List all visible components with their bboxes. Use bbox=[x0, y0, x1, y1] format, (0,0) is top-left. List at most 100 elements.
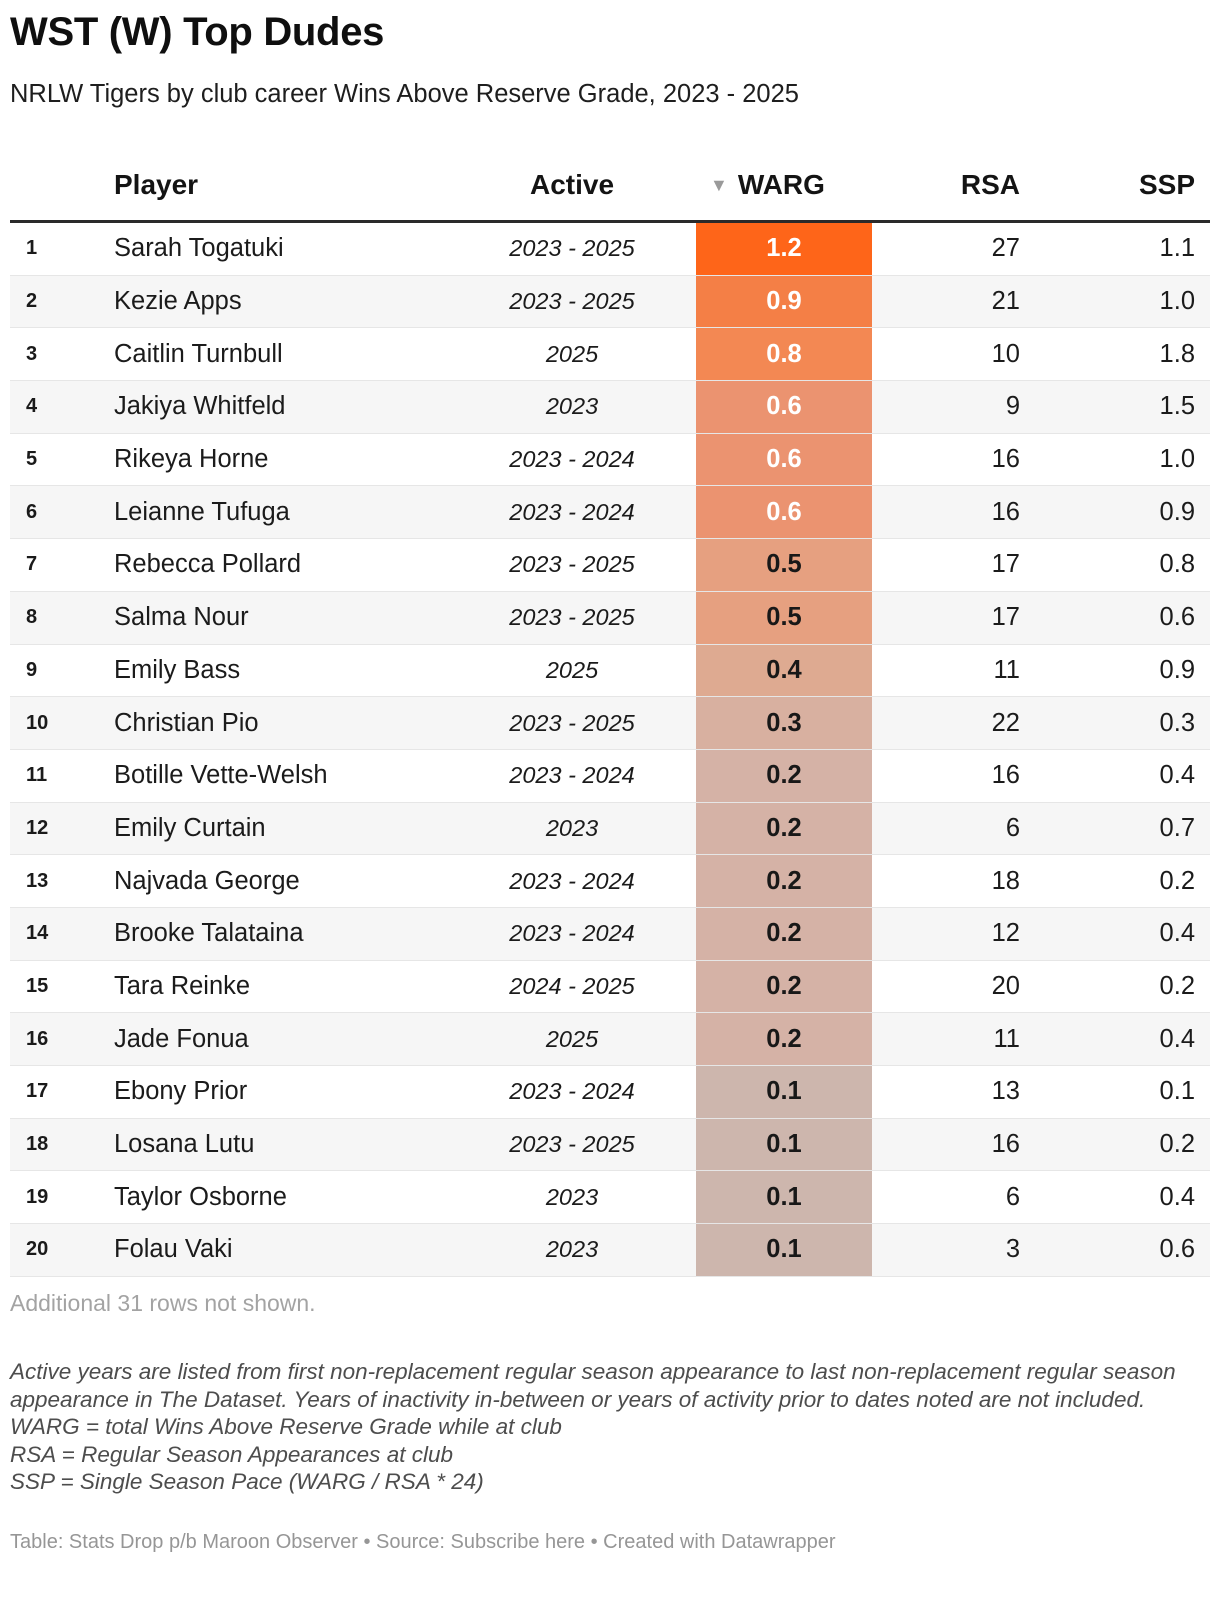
footnote-warg: WARG = total Wins Above Reserve Grade wh… bbox=[10, 1414, 562, 1439]
rsa-cell: 17 bbox=[991, 603, 1020, 632]
rank-cell: 12 bbox=[26, 816, 49, 839]
active-cell: 2023 - 2025 bbox=[509, 551, 635, 578]
table-row: 7 Rebecca Pollard 2023 - 2025 0.5 17 0.8 bbox=[10, 539, 1210, 592]
warg-cell: 0.1 bbox=[696, 1066, 872, 1118]
player-cell: Botille Vette-Welsh bbox=[114, 761, 328, 790]
ssp-cell: 0.2 bbox=[1159, 971, 1195, 1000]
ssp-cell: 1.0 bbox=[1159, 287, 1195, 316]
table-row: 6 Leianne Tufuga 2023 - 2024 0.6 16 0.9 bbox=[10, 486, 1210, 540]
player-cell: Rebecca Pollard bbox=[114, 550, 302, 579]
table-row: 17 Ebony Prior 2023 - 2024 0.1 13 0.1 bbox=[10, 1066, 1210, 1119]
player-cell: Kezie Apps bbox=[114, 287, 242, 316]
table-row: 19 Taylor Osborne 2023 0.1 6 0.4 bbox=[10, 1171, 1210, 1225]
rsa-cell: 13 bbox=[991, 1077, 1020, 1106]
table-row: 18 Losana Lutu 2023 - 2025 0.1 16 0.2 bbox=[10, 1118, 1210, 1172]
column-header-active[interactable]: Active bbox=[529, 169, 615, 200]
rank-cell: 15 bbox=[26, 974, 49, 997]
ssp-cell: 1.5 bbox=[1159, 392, 1195, 421]
rank-cell: 3 bbox=[26, 342, 38, 365]
warg-cell: 0.1 bbox=[696, 1224, 872, 1276]
rank-cell: 5 bbox=[26, 448, 38, 471]
player-cell: Brooke Talataina bbox=[114, 919, 304, 948]
rank-cell: 17 bbox=[26, 1080, 49, 1103]
player-cell: Rikeya Horne bbox=[114, 445, 269, 474]
ssp-cell: 0.9 bbox=[1159, 655, 1195, 684]
rsa-cell: 3 bbox=[1005, 1235, 1020, 1264]
footnote-ssp: SSP = Single Season Pace (WARG / RSA * 2… bbox=[10, 1469, 484, 1494]
player-cell: Christian Pio bbox=[114, 708, 259, 737]
rank-cell: 4 bbox=[26, 395, 38, 418]
ssp-cell: 1.1 bbox=[1159, 234, 1195, 263]
ssp-cell: 1.0 bbox=[1159, 445, 1195, 474]
active-cell: 2023 - 2024 bbox=[509, 867, 635, 894]
column-header-player[interactable]: Player bbox=[114, 169, 199, 200]
warg-cell: 0.3 bbox=[696, 697, 872, 749]
active-cell: 2023 - 2025 bbox=[509, 1131, 635, 1158]
ssp-cell: 0.4 bbox=[1159, 1024, 1195, 1053]
active-cell: 2025 bbox=[545, 656, 599, 683]
ssp-cell: 0.6 bbox=[1159, 603, 1195, 632]
rsa-cell: 18 bbox=[991, 866, 1020, 895]
warg-cell: 0.2 bbox=[696, 749, 872, 802]
column-header-warg-label: WARG bbox=[737, 169, 825, 200]
column-header-rsa[interactable]: RSA bbox=[960, 169, 1020, 200]
ssp-cell: 0.3 bbox=[1159, 708, 1195, 737]
rsa-cell: 20 bbox=[991, 971, 1020, 1000]
column-header-warg[interactable]: ▼ WARG bbox=[710, 169, 825, 201]
warg-cell: 0.1 bbox=[696, 1171, 872, 1224]
warg-cell: 0.2 bbox=[696, 1013, 872, 1065]
warg-cell: 0.6 bbox=[696, 486, 872, 539]
player-cell: Caitlin Turnbull bbox=[114, 339, 283, 368]
player-cell: Salma Nour bbox=[114, 603, 249, 632]
table-body: 1 Sarah Togatuki 2023 - 2025 1.2 27 1.1 2 Kezie… bbox=[10, 223, 1210, 1277]
rank-cell: 9 bbox=[26, 658, 38, 681]
player-cell: Emily Bass bbox=[114, 655, 241, 684]
warg-cell: 0.5 bbox=[696, 539, 872, 591]
active-cell: 2023 - 2025 bbox=[509, 709, 635, 736]
ssp-cell: 0.2 bbox=[1159, 1130, 1195, 1159]
rsa-cell: 12 bbox=[991, 919, 1020, 948]
warg-cell: 0.2 bbox=[696, 960, 872, 1013]
rsa-cell: 27 bbox=[991, 234, 1020, 263]
rank-cell: 1 bbox=[26, 237, 38, 260]
table-row: 4 Jakiya Whitfeld 2023 0.6 9 1.5 bbox=[10, 381, 1210, 434]
rank-cell: 14 bbox=[26, 922, 49, 945]
data-table: Player Active ▼ WARG RSA SSP 1 Sarah Togat… bbox=[10, 154, 1210, 1277]
table-row: 3 Caitlin Turnbull 2025 0.8 10 1.8 bbox=[10, 328, 1210, 382]
warg-cell: 0.8 bbox=[696, 328, 872, 381]
warg-cell: 0.4 bbox=[696, 644, 872, 697]
player-cell: Folau Vaki bbox=[114, 1235, 233, 1264]
table-row: 13 Najvada George 2023 - 2024 0.2 18 0.2 bbox=[10, 855, 1210, 908]
active-cell: 2023 - 2025 bbox=[509, 235, 635, 262]
footer-credits: Table: Stats Drop p/b Maroon Observer • … bbox=[10, 1531, 836, 1553]
ssp-cell: 1.8 bbox=[1159, 339, 1195, 368]
footnote-active: Active years are listed from first non-r… bbox=[10, 1359, 1176, 1412]
table-row: 16 Jade Fonua 2025 0.2 11 0.4 bbox=[10, 1013, 1210, 1066]
player-cell: Leianne Tufuga bbox=[114, 497, 290, 526]
table-row: 15 Tara Reinke 2024 - 2025 0.2 20 0.2 bbox=[10, 960, 1210, 1014]
ssp-cell: 0.9 bbox=[1159, 497, 1195, 526]
active-cell: 2023 bbox=[545, 1236, 599, 1263]
active-cell: 2023 - 2024 bbox=[509, 498, 635, 525]
rsa-cell: 6 bbox=[1005, 1182, 1020, 1211]
rsa-cell: 16 bbox=[991, 1130, 1020, 1159]
rank-cell: 20 bbox=[26, 1238, 49, 1261]
rsa-cell: 6 bbox=[1005, 813, 1020, 842]
rank-cell: 10 bbox=[26, 711, 49, 734]
rank-cell: 2 bbox=[26, 290, 38, 313]
column-header-ssp[interactable]: SSP bbox=[1138, 169, 1195, 200]
rank-cell: 6 bbox=[26, 500, 38, 523]
ssp-cell: 0.2 bbox=[1159, 866, 1195, 895]
active-cell: 2023 - 2024 bbox=[509, 920, 635, 947]
active-cell: 2023 - 2025 bbox=[509, 288, 635, 315]
active-cell: 2023 - 2024 bbox=[509, 1078, 635, 1105]
table-row: 10 Christian Pio 2023 - 2025 0.3 22 0.3 bbox=[10, 697, 1210, 750]
active-cell: 2023 bbox=[545, 814, 599, 841]
player-cell: Sarah Togatuki bbox=[114, 234, 284, 263]
footnotes: Active years are listed from first non-r… bbox=[10, 1358, 1200, 1496]
active-cell: 2023 - 2025 bbox=[509, 604, 635, 631]
ssp-cell: 0.4 bbox=[1159, 761, 1195, 790]
ssp-cell: 0.4 bbox=[1159, 1182, 1195, 1211]
warg-cell: 0.1 bbox=[696, 1118, 872, 1171]
warg-cell: 0.6 bbox=[696, 381, 872, 433]
